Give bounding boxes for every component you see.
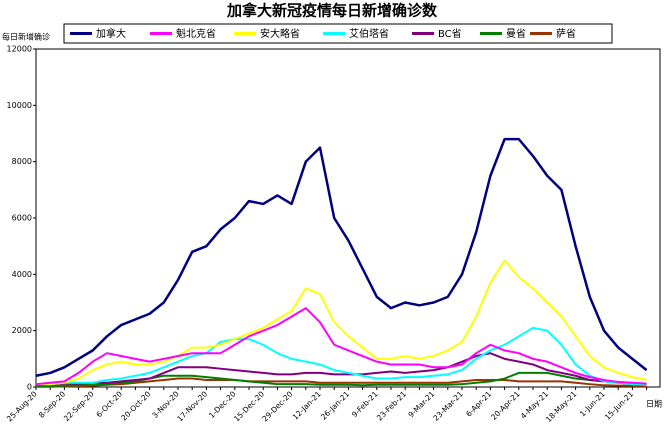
series-line	[35, 352, 647, 386]
x-tick-label: 20-Apr-21	[489, 389, 522, 422]
x-tick-label: 23-Feb-21	[375, 389, 408, 422]
legend-label: BC省	[438, 27, 462, 40]
x-tick-label: 1-Jun-21	[578, 389, 607, 418]
x-tick-label: 29-Dec-20	[260, 389, 294, 423]
x-tick-label: 23-Mar-21	[431, 389, 465, 423]
legend-label: 魁北克省	[176, 27, 216, 40]
series-line	[36, 377, 647, 388]
x-tick-label: 20-Oct-20	[119, 389, 152, 422]
x-tick-label: 12-Jan-21	[291, 389, 323, 421]
x-tick-label: 25-Aug-20	[5, 389, 39, 423]
y-tick-label: 4000	[12, 270, 32, 279]
series-line	[36, 259, 647, 386]
y-tick-label: 0	[27, 383, 32, 392]
legend-label: 安大略省	[260, 27, 300, 40]
y-tick-label: 2000	[12, 326, 32, 335]
series-line	[35, 371, 647, 388]
x-tick-label: 18-May-21	[544, 389, 579, 424]
series-line	[35, 137, 648, 377]
y-tick-label: 12000	[7, 45, 32, 54]
y-tick-label: 6000	[12, 214, 32, 223]
x-tick-label: 15-Jun-21	[603, 389, 635, 421]
y-tick-label: 10000	[7, 101, 32, 110]
x-tick-label: 26-Jan-21	[319, 389, 351, 421]
chart-title: 加拿大新冠疫情每日新增确诊数	[226, 2, 438, 20]
legend-label: 艾伯塔省	[349, 27, 389, 40]
series-line	[36, 326, 647, 386]
x-tick-label: 17-Nov-20	[175, 389, 209, 423]
legend-label: 萨省	[556, 27, 576, 40]
legend-label: 加拿大	[96, 27, 126, 40]
series-line	[35, 307, 647, 386]
y-axis-label: 每日新增确诊	[2, 32, 50, 42]
x-axis-label: 日期	[646, 400, 662, 409]
x-tick-label: 22-Sep-20	[62, 389, 96, 423]
x-tick-label: 6-Apr-21	[464, 389, 493, 418]
legend-label: 曼省	[506, 27, 526, 40]
y-tick-label: 8000	[12, 157, 32, 166]
